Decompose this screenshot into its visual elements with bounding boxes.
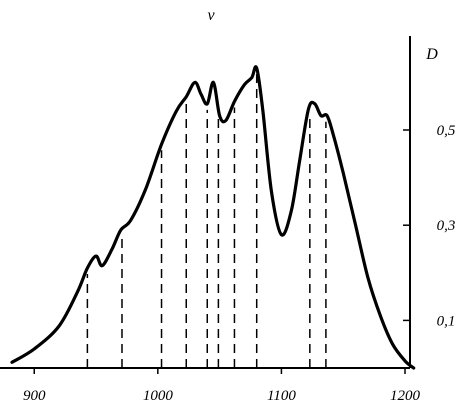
y-tick-label: 0,3 <box>437 218 456 234</box>
x-ticks: 900 1000 1100 1200 <box>23 368 421 404</box>
y-tick-label: 0,1 <box>437 313 456 329</box>
y-tick-label: 0,5 <box>437 123 456 139</box>
y-axis-label: D <box>425 46 438 63</box>
spectrum-curve <box>10 65 416 370</box>
x-tick-label: 1000 <box>143 388 174 404</box>
y-ticks: 0,1 0,3 0,5 <box>403 123 456 329</box>
x-tick-label: 1100 <box>267 388 296 404</box>
chart-title: ν <box>207 7 215 24</box>
band-markers <box>86 74 327 368</box>
x-tick-label: 1200 <box>390 388 421 404</box>
x-tick-label: 900 <box>23 388 46 404</box>
